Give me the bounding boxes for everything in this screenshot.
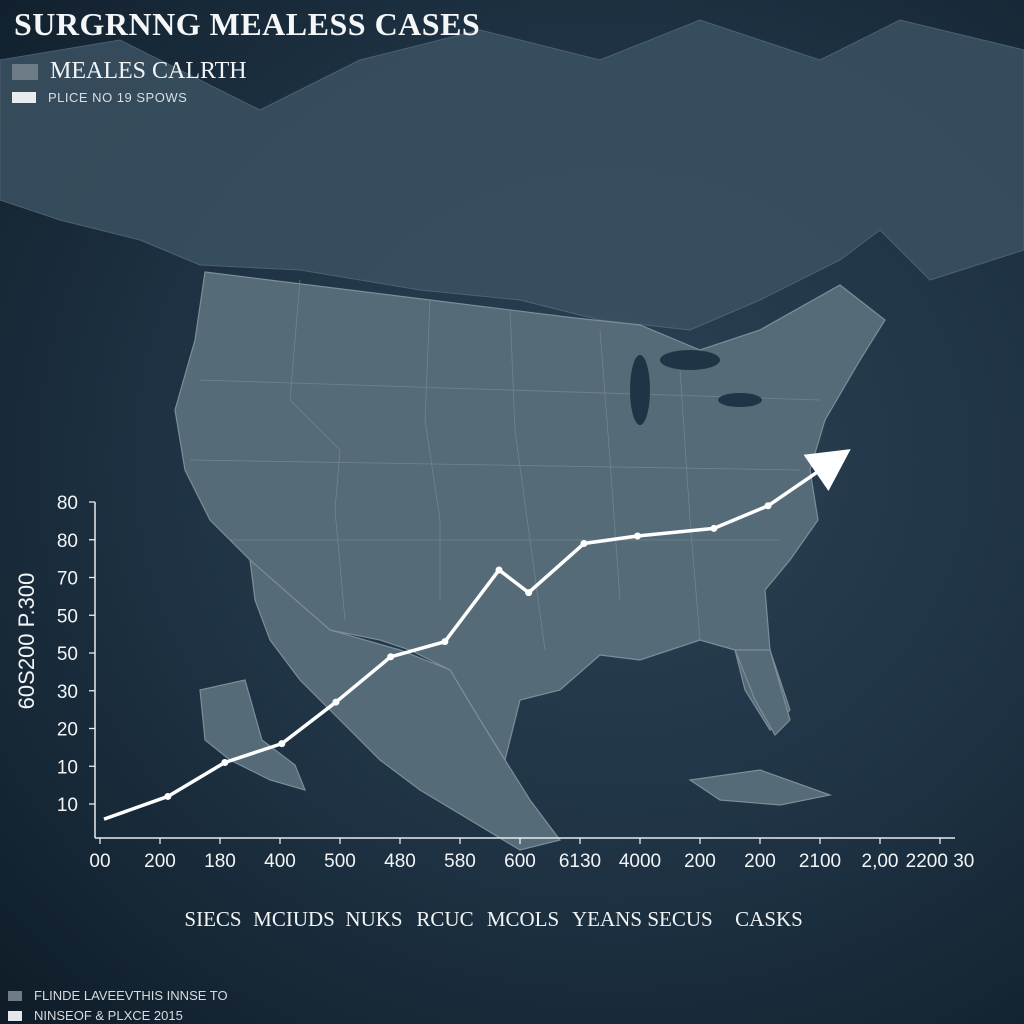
footer-swatch-1 (8, 990, 22, 1001)
data-point (441, 638, 449, 646)
y-tick-label: 50 (57, 606, 78, 627)
mexico-landmass (249, 558, 562, 851)
x-tick-label: 500 (324, 851, 356, 872)
data-point (710, 524, 718, 532)
data-point (332, 698, 340, 706)
category-label: YEANS (571, 907, 643, 931)
x-tick-label: 600 (504, 851, 536, 872)
y-tick-label: 70 (57, 569, 78, 590)
data-point (580, 540, 588, 548)
y-tick-label: 30 (57, 682, 78, 703)
data-point (221, 758, 229, 766)
category-label: NUKS (345, 907, 403, 931)
x-tick-label: 200 (684, 851, 716, 872)
series-line (103, 466, 824, 821)
x-tick-label: 180 (204, 851, 236, 872)
x-tick-label: 2200 30 (906, 851, 975, 872)
footer-swatch-2 (8, 1010, 22, 1021)
footer-legend-item-2: NINSEOF & PLXCE 2015 (8, 1008, 183, 1023)
legend-label-2: PLICE NO 19 SPOWS (48, 90, 188, 105)
legend-swatch-2 (12, 92, 36, 103)
footer-legend-item-1: FLINDE LAVEEVTHIS INNSE TO (8, 988, 228, 1003)
y-tick-label: 80 (57, 531, 78, 552)
category-label: SIECS (184, 907, 242, 931)
category-label: MCIUDS (253, 907, 335, 931)
legend-item-2: PLICE NO 19 SPOWS (12, 90, 187, 105)
y-tick-label: 20 (57, 720, 78, 741)
x-tick-label: 2,00 (862, 851, 899, 872)
data-point (164, 792, 172, 800)
data-point (495, 566, 503, 574)
category-label: MCOLS (486, 907, 560, 931)
x-tick-label: 2100 (799, 851, 841, 872)
x-tick-label: 480 (384, 851, 416, 872)
cuba-landmass (688, 769, 833, 806)
data-point (278, 740, 286, 748)
legend-item-1: MEALES CALRTH (12, 58, 247, 85)
category-label: CASKS (735, 907, 803, 931)
legend-swatch-1 (12, 63, 38, 80)
category-labels: SIECS MCIUDS NUKS RCUC MCOLS YEANS SECUS CASKS (0, 907, 1024, 937)
y-tick-label: 50 (57, 644, 78, 665)
category-label: SECUS (647, 907, 713, 931)
x-tick-label: 400 (264, 851, 296, 872)
x-tick-label: 200 (144, 851, 176, 872)
category-label: RCUC (416, 907, 474, 931)
data-point (525, 589, 533, 597)
x-tick-label: 00 (89, 851, 110, 872)
legend-label-1: MEALES CALRTH (50, 58, 247, 84)
x-tick-label: 580 (444, 851, 476, 872)
data-point (387, 653, 395, 661)
y-tick-label: 80 (57, 493, 78, 514)
alaska-landmass (199, 679, 307, 791)
trend-arrowhead (803, 449, 851, 492)
chart-title: SURGRNNG MEALESS CASES (14, 6, 481, 42)
data-point (634, 532, 642, 540)
canada-landmass (0, 19, 1024, 331)
x-tick-label: 4000 (619, 851, 661, 872)
footer-label-2: NINSEOF & PLXCE 2015 (34, 1008, 183, 1023)
y-tick-label: 10 (57, 795, 78, 816)
x-tick-label: 200 (744, 851, 776, 872)
florida-landmass (734, 649, 791, 736)
data-point (764, 502, 772, 510)
footer-label-1: FLINDE LAVEEVTHIS INNSE TO (34, 988, 228, 1003)
y-tick-label: 10 (57, 757, 78, 778)
x-tick-label: 6130 (559, 851, 601, 872)
